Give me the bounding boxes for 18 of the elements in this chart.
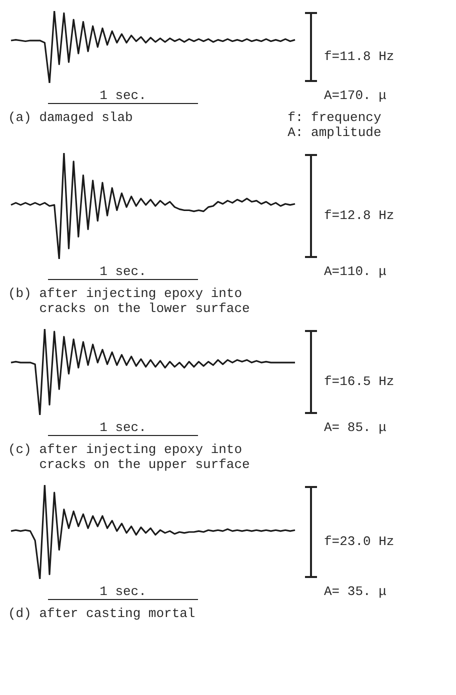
text: (c) after injecting epoxy into cracks on the upper surface <box>8 442 251 472</box>
text: 1 sec. <box>48 584 198 600</box>
text: A=110. μ <box>324 264 388 280</box>
text: (a) damaged slab <box>8 110 134 127</box>
text: f=16.5 Hz <box>324 374 394 389</box>
text: A: amplitude <box>288 125 382 140</box>
text: (b) after injecting epoxy into cracks on the lower surface <box>8 286 251 316</box>
text: 1 sec. <box>48 88 198 104</box>
text: f=23.0 Hz <box>324 534 394 549</box>
text: f: frequency <box>288 110 382 125</box>
text: 1 sec. <box>48 420 198 436</box>
text: f=12.8 Hz <box>324 208 394 223</box>
text: A= 35. μ <box>324 584 388 600</box>
text: A=170. μ <box>324 88 388 104</box>
text: (d) after casting mortal <box>8 606 196 621</box>
text: 1 sec. <box>48 264 198 280</box>
text: f=11.8 Hz <box>324 49 394 64</box>
text: A= 85. μ <box>324 420 388 436</box>
